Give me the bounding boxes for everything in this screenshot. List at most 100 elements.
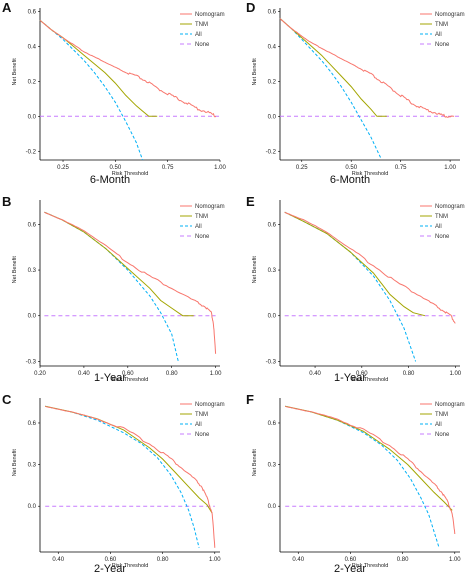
legend-label-tnm: TNM [435,214,448,220]
series-line-tnm [44,211,194,317]
x-tick-label: 1.00 [209,557,221,563]
series-line-nomogram [39,19,217,118]
panel-subtitle: 6-Month [330,174,370,186]
y-tick-label: 0.3 [268,463,277,469]
panel-label: D [246,0,255,15]
x-tick-label: 1.00 [449,371,461,377]
x-tick-label: 1.00 [214,165,226,171]
y-tick-label: 0.4 [28,44,37,50]
x-tick-label: 1.00 [444,165,456,171]
series-line-tnm [285,405,453,511]
x-axis-label: Risk Threshold [352,377,389,383]
y-tick-label: 0.0 [268,314,277,320]
panel-subtitle: 1-Year [334,372,366,384]
legend-label-all: All [435,32,442,38]
y-tick-label: 0.0 [268,114,277,120]
chart-panel-e: E -0.3 0.0 0.3 0.6 0.40 0.60 0.80 1.00 Risk Thres… [246,194,465,384]
legend-label-none: None [195,432,210,438]
y-axis-label: Net Benefit [252,58,258,86]
series-line-tnm [39,19,158,117]
series-line-nomogram [284,211,456,324]
legend-label-nomogram: Nomogram [195,402,225,408]
x-tick-label: 0.40 [78,371,90,377]
x-axis-label: Risk Threshold [112,563,149,569]
panel-subtitle: 2-Year [334,563,366,575]
x-tick-label: 0.75 [162,165,174,171]
y-tick-label: 0.6 [268,421,277,427]
x-tick-label: 0.50 [345,165,357,171]
legend-label-none: None [435,234,450,240]
series-line-nomogram [285,405,456,535]
x-axis-label: Risk Threshold [352,171,389,177]
x-tick-label: 0.40 [309,371,321,377]
series-line-all [285,405,440,548]
x-tick-label: 0.25 [296,165,308,171]
x-tick-label: 1.00 [210,371,222,377]
y-tick-label: 0.6 [268,9,277,15]
panel-label: C [2,392,12,407]
legend-label-tnm: TNM [195,412,208,418]
y-tick-label: 0.4 [268,44,277,50]
y-tick-label: 0.2 [268,79,277,85]
x-axis-label: Risk Threshold [352,563,389,569]
y-axis-label: Net Benefit [12,256,18,284]
legend-label-nomogram: Nomogram [435,204,465,210]
x-tick-label: 0.80 [166,371,178,377]
x-tick-label: 0.50 [110,165,122,171]
legend-label-none: None [195,42,210,48]
series-line-all [39,19,144,161]
y-tick-label: 0.3 [28,463,37,469]
y-axis-label: Net Benefit [252,449,258,477]
y-tick-label: 0.0 [28,314,37,320]
x-tick-label: 0.60 [345,557,357,563]
series-line-all [279,18,382,159]
y-tick-label: -0.2 [26,149,37,155]
y-tick-label: 0.0 [28,114,37,120]
series-line-all [284,211,417,362]
chart-panel-d: D -0.2 0.0 0.2 0.4 0.6 0.25 0.50 0.75 1.00 Risk Th… [246,0,465,186]
series-line-all [45,405,200,548]
y-tick-label: 0.6 [28,222,37,228]
y-tick-label: 0.6 [268,222,277,228]
x-tick-label: 0.80 [403,371,415,377]
y-axis-label: Net Benefit [252,256,258,284]
chart-panel-c: C 0.0 0.3 0.6 0.40 0.60 0.80 1.00 Risk Threshold… [2,392,225,575]
x-tick-label: 0.25 [57,165,69,171]
legend-label-all: All [195,224,202,230]
series-line-nomogram [279,18,455,118]
legend-label-tnm: TNM [195,22,208,28]
x-tick-label: 0.80 [397,557,409,563]
legend-label-nomogram: Nomogram [435,12,465,18]
panel-subtitle: 2-Year [94,563,126,575]
legend-label-all: All [435,422,442,428]
y-tick-label: 0.3 [28,268,37,274]
panel-label: A [2,0,12,15]
legend-label-nomogram: Nomogram [435,402,465,408]
y-tick-label: -0.3 [26,359,37,365]
panel-label: B [2,194,11,209]
panel-subtitle: 1-Year [94,372,126,384]
x-tick-label: 1.00 [449,557,461,563]
y-tick-label: 0.0 [268,504,277,510]
series-line-all [44,211,179,362]
x-tick-label: 0.60 [356,371,368,377]
series-line-tnm [279,18,387,117]
y-tick-label: -0.3 [266,359,277,365]
x-tick-label: 0.60 [105,557,117,563]
legend-label-tnm: TNM [435,412,448,418]
panel-label: F [246,392,254,407]
y-tick-label: 0.2 [28,79,37,85]
x-tick-label: 0.40 [292,557,304,563]
y-axis-label: Net Benefit [12,449,18,477]
y-tick-label: -0.2 [266,149,277,155]
panel-label: E [246,194,255,209]
y-tick-label: 0.0 [28,504,37,510]
series-line-tnm [284,211,426,317]
legend-label-none: None [435,432,450,438]
x-tick-label: 0.40 [52,557,64,563]
x-axis-label: Risk Threshold [112,171,149,177]
x-tick-label: 0.20 [34,371,46,377]
y-tick-label: 0.6 [28,421,37,427]
x-axis-label: Risk Threshold [112,377,149,383]
y-axis-label: Net Benefit [12,58,18,86]
